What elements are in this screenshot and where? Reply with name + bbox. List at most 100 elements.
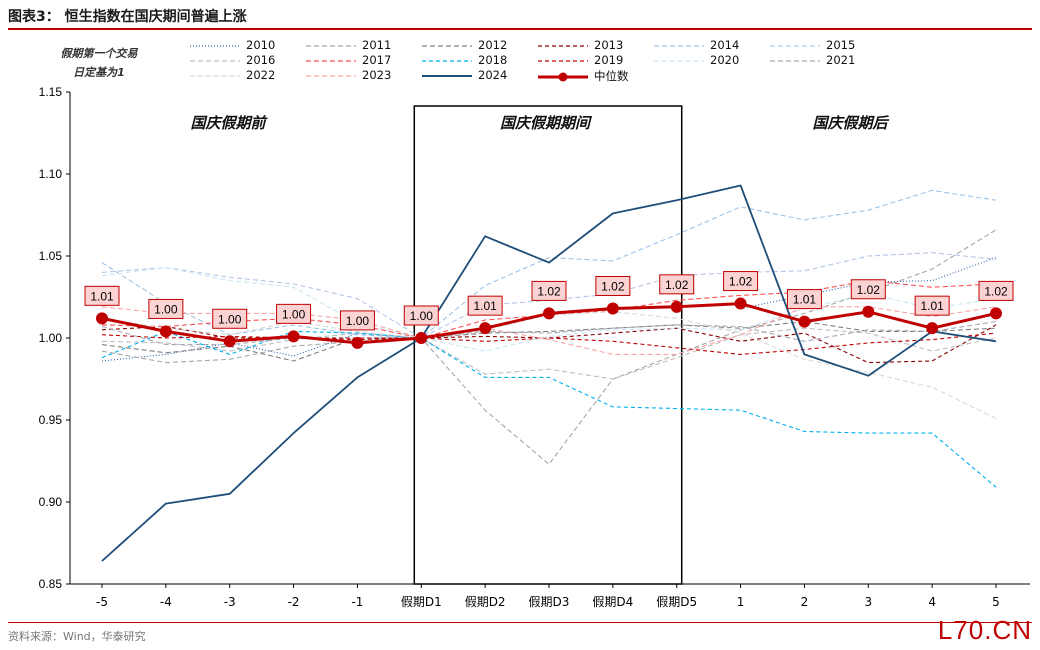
data-label: 1.00 xyxy=(410,309,434,323)
x-tick-label: 假期D3 xyxy=(529,595,570,609)
legend-item: 2015 xyxy=(770,38,855,53)
legend-label: 2016 xyxy=(246,53,276,67)
legend-swatch xyxy=(770,44,820,47)
legend-label: 2015 xyxy=(826,38,856,52)
legend-swatch-marker xyxy=(558,72,568,81)
series-line-2023 xyxy=(101,306,997,355)
data-label: 1.01 xyxy=(920,299,944,313)
y-tick-label: 0.85 xyxy=(39,577,63,591)
data-label-box xyxy=(84,285,120,306)
legend-label: 2022 xyxy=(246,68,276,82)
median-marker xyxy=(926,322,939,335)
data-label-box xyxy=(786,289,822,310)
median-marker xyxy=(415,332,428,344)
legend-swatch xyxy=(306,59,356,62)
legend-label: 2013 xyxy=(594,38,624,52)
series-line-2021 xyxy=(101,321,997,346)
data-label: 1.00 xyxy=(154,302,178,316)
watermark-logo: L70.CN xyxy=(937,615,1032,645)
legend-swatch xyxy=(190,74,240,77)
legend-swatch xyxy=(190,44,240,47)
series-line-2019 xyxy=(101,332,997,355)
holiday-period-box xyxy=(413,105,683,585)
legend-swatch xyxy=(538,59,588,62)
legend-label: 中位数 xyxy=(594,69,629,83)
data-label-box xyxy=(723,271,759,292)
median-marker xyxy=(606,302,619,315)
data-label: 1.00 xyxy=(218,312,242,326)
data-label: 1.00 xyxy=(346,314,370,328)
legend-label: 2014 xyxy=(710,38,740,52)
legend-item: 2021 xyxy=(770,53,855,68)
median-marker xyxy=(96,312,108,325)
legend-item: 2020 xyxy=(654,53,739,68)
source-note: 资料来源：Wind，华泰研究 xyxy=(8,630,146,643)
legend-swatch xyxy=(538,44,588,47)
legend-label: 2023 xyxy=(362,68,392,82)
section-label: 国庆假期期间 xyxy=(500,114,593,132)
x-tick-label: 假期D2 xyxy=(465,595,506,609)
x-tick-label: 2 xyxy=(801,595,809,609)
median-marker xyxy=(798,315,811,328)
legend-item: 2016 xyxy=(190,53,275,68)
data-label: 1.02 xyxy=(857,283,881,297)
legend-item: 2017 xyxy=(306,53,391,68)
legend-swatch xyxy=(654,44,704,47)
legend-swatch xyxy=(422,59,472,62)
series-line-2012 xyxy=(101,321,997,362)
legend-label: 2019 xyxy=(594,53,624,67)
legend-label: 2017 xyxy=(362,53,392,67)
x-tick-label: 3 xyxy=(864,595,872,609)
median-marker xyxy=(479,322,492,335)
series-line-2013 xyxy=(101,324,997,364)
legend-swatch xyxy=(770,59,820,62)
y-tick-label: 1.10 xyxy=(39,167,63,181)
section-label: 国庆假期前 xyxy=(190,114,268,132)
series-line-2024 xyxy=(101,184,997,562)
section-label: 国庆假期后 xyxy=(812,114,889,132)
chart-note: 假期第一个交易 日定基为1 xyxy=(40,44,158,82)
series-line-2018 xyxy=(101,330,997,488)
legend-label: 2010 xyxy=(246,38,276,52)
data-label: 1.00 xyxy=(282,307,306,321)
legend-swatch xyxy=(422,74,472,77)
y-tick-label: 0.95 xyxy=(39,413,63,427)
y-tick-label: 0.90 xyxy=(39,495,63,509)
x-tick-label: 1 xyxy=(737,595,745,609)
data-label: 1.01 xyxy=(473,299,497,313)
data-label: 1.01 xyxy=(90,289,114,303)
legend-item: 2011 xyxy=(306,38,391,53)
legend-label: 2024 xyxy=(478,68,508,82)
series-line-2011 xyxy=(101,229,997,465)
data-label-box xyxy=(403,305,439,326)
series-line-2010 xyxy=(101,332,422,362)
data-label: 1.01 xyxy=(793,293,817,307)
legend-item: 2013 xyxy=(538,38,623,53)
data-label: 1.02 xyxy=(537,284,561,298)
data-label-box xyxy=(531,280,567,301)
page-title: 图表3： 恒生指数在国庆期间普遍上涨 xyxy=(8,9,247,25)
legend-label: 2021 xyxy=(826,53,856,67)
legend-item: 2014 xyxy=(654,38,739,53)
x-tick-label: -4 xyxy=(160,595,172,609)
series-line-2010 xyxy=(740,257,997,310)
legend-item: 2019 xyxy=(538,53,623,68)
x-tick-label: -2 xyxy=(288,595,300,609)
data-label-box xyxy=(148,298,184,319)
data-label: 1.02 xyxy=(984,284,1008,298)
title-divider xyxy=(8,28,1032,30)
median-marker xyxy=(862,305,875,318)
legend-item: 2023 xyxy=(306,68,391,83)
source-divider xyxy=(8,622,1032,623)
legend-swatch xyxy=(190,59,240,62)
y-tick-label: 1.05 xyxy=(39,249,63,263)
median-marker xyxy=(351,336,364,349)
median-marker xyxy=(990,307,1002,320)
legend-label: 2018 xyxy=(478,53,508,67)
note-line-2: 日定基为1 xyxy=(73,66,125,79)
legend-item: 2012 xyxy=(422,38,507,53)
legend-item: 中位数 xyxy=(538,68,629,83)
legend-label: 2011 xyxy=(362,38,392,52)
legend-swatch xyxy=(422,44,472,47)
